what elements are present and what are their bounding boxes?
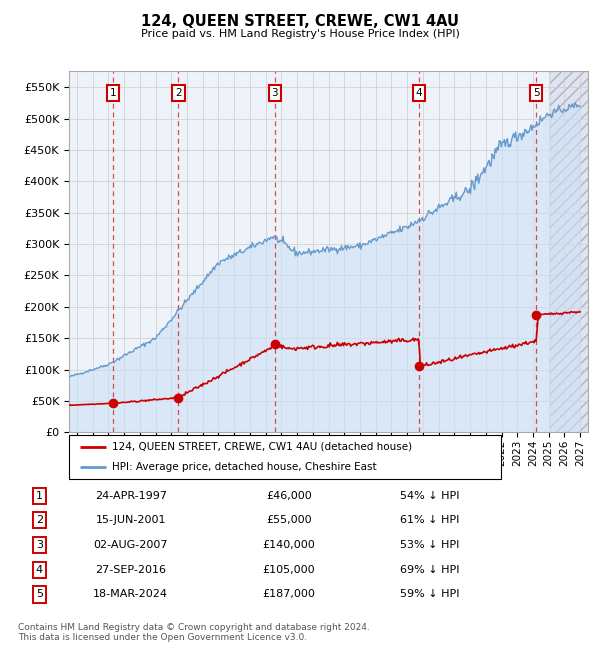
Text: 27-SEP-2016: 27-SEP-2016 — [95, 565, 166, 575]
Text: 5: 5 — [533, 88, 539, 97]
Text: 124, QUEEN STREET, CREWE, CW1 4AU: 124, QUEEN STREET, CREWE, CW1 4AU — [141, 14, 459, 29]
Text: 2: 2 — [175, 88, 182, 97]
Text: 1: 1 — [36, 491, 43, 500]
Text: 69% ↓ HPI: 69% ↓ HPI — [400, 565, 460, 575]
Text: 15-JUN-2001: 15-JUN-2001 — [95, 515, 166, 525]
Text: 02-AUG-2007: 02-AUG-2007 — [94, 540, 168, 550]
Text: £187,000: £187,000 — [262, 590, 315, 599]
Bar — [550, 72, 588, 432]
Text: Contains HM Land Registry data © Crown copyright and database right 2024.
This d: Contains HM Land Registry data © Crown c… — [18, 623, 370, 642]
Text: 4: 4 — [415, 88, 422, 97]
Text: 3: 3 — [36, 540, 43, 550]
Text: 124, QUEEN STREET, CREWE, CW1 4AU (detached house): 124, QUEEN STREET, CREWE, CW1 4AU (detac… — [112, 442, 412, 452]
Text: HPI: Average price, detached house, Cheshire East: HPI: Average price, detached house, Ches… — [112, 462, 377, 472]
Text: 3: 3 — [272, 88, 278, 97]
Text: 59% ↓ HPI: 59% ↓ HPI — [400, 590, 460, 599]
Text: 61% ↓ HPI: 61% ↓ HPI — [400, 515, 460, 525]
Text: £140,000: £140,000 — [262, 540, 315, 550]
Text: 2: 2 — [36, 515, 43, 525]
Text: 1: 1 — [110, 88, 116, 97]
Text: 4: 4 — [36, 565, 43, 575]
Bar — [550, 72, 588, 432]
Text: 18-MAR-2024: 18-MAR-2024 — [94, 590, 168, 599]
Text: £105,000: £105,000 — [262, 565, 315, 575]
Text: £55,000: £55,000 — [266, 515, 311, 525]
Text: Price paid vs. HM Land Registry's House Price Index (HPI): Price paid vs. HM Land Registry's House … — [140, 29, 460, 39]
Text: 24-APR-1997: 24-APR-1997 — [95, 491, 167, 500]
Text: 53% ↓ HPI: 53% ↓ HPI — [400, 540, 460, 550]
Text: 54% ↓ HPI: 54% ↓ HPI — [400, 491, 460, 500]
Text: 5: 5 — [36, 590, 43, 599]
Text: £46,000: £46,000 — [266, 491, 311, 500]
FancyBboxPatch shape — [69, 435, 501, 479]
